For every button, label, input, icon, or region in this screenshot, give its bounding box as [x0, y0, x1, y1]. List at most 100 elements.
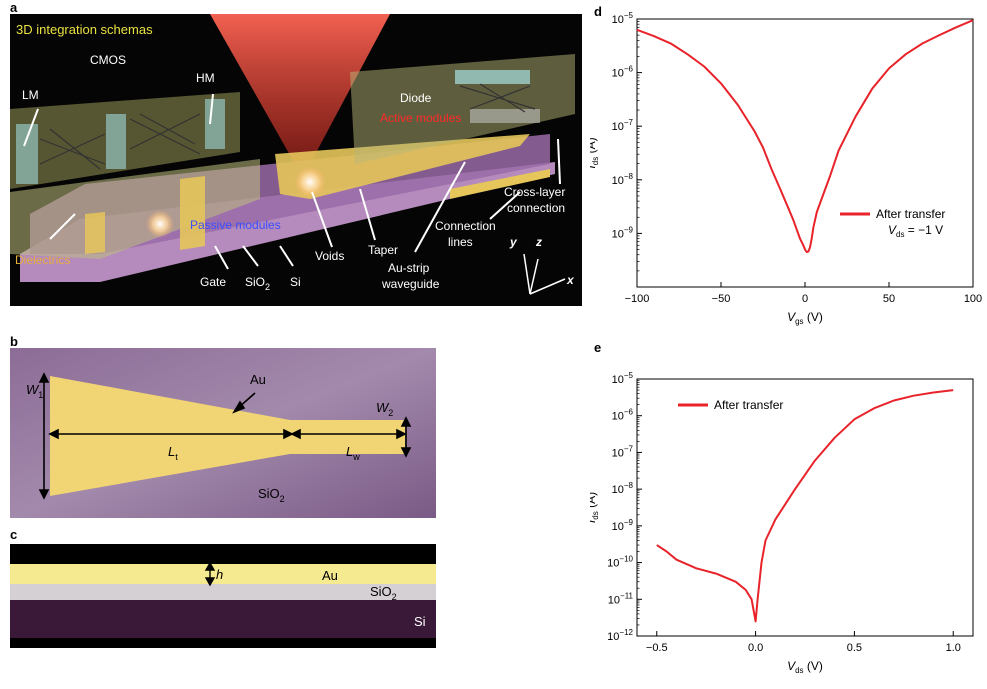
y-tick-label: 10−11 — [608, 591, 634, 606]
y-tick-exponent: −5 — [624, 11, 634, 20]
label-lw: Lw — [346, 444, 360, 462]
panel-a-title: 3D integration schemas — [16, 22, 153, 37]
glow-spot-2 — [294, 166, 326, 198]
chart-e: −0.5 0.0 0.5 1.010−1210−1110−1010−910−810−7… — [590, 371, 974, 675]
label-au: Au — [250, 372, 266, 387]
x-tick-label: 100 — [964, 293, 982, 305]
y-axis-label: Ids (A) — [590, 492, 600, 523]
label-sio2: SiO2 — [245, 275, 270, 292]
legend-label: After transfer — [876, 207, 945, 221]
y-tick-exponent: −7 — [624, 444, 634, 453]
connection-line — [450, 169, 550, 199]
y-tick-base: 10 — [608, 594, 620, 606]
diode-bottom — [470, 109, 540, 123]
y-tick-base: 10 — [612, 228, 624, 240]
x-tick-label: 0.0 — [748, 642, 763, 654]
y-tick-base: 10 — [612, 175, 624, 187]
y-tick-exponent: −6 — [624, 65, 634, 74]
x-axis-label: Vds (V) — [787, 659, 823, 675]
diode-top — [455, 70, 530, 84]
y-tick-base: 10 — [607, 558, 619, 570]
cmos-module — [106, 114, 126, 169]
x-tick-label: −50 — [712, 293, 731, 305]
panel-b-illustration: Au W1 W2 Lt Lw SiO2 — [10, 348, 436, 518]
legend-label: After transfer — [714, 398, 783, 412]
cmos-wires — [39, 113, 201, 170]
y-tick-label: 10−6 — [612, 408, 634, 423]
y-tick-exponent: −8 — [624, 481, 634, 490]
au-layer — [10, 564, 436, 584]
si-layer — [10, 600, 436, 638]
y-tick-label: 10−5 — [612, 371, 634, 386]
label-voids: Voids — [315, 249, 344, 263]
label-cmos: CMOS — [90, 53, 126, 67]
diode-wires — [459, 83, 536, 113]
lm-arrow — [23, 108, 39, 147]
y-tick-label: 10−8 — [612, 481, 634, 496]
label-w1: W1 — [26, 382, 43, 400]
label-passive-modules: Passive modules — [190, 218, 281, 232]
label-waveguide: waveguide — [381, 277, 440, 291]
x-tick-label: −100 — [625, 293, 650, 305]
label-dielectrics: Dielectrics — [15, 253, 70, 267]
y-tick-label: 10−10 — [607, 555, 633, 570]
x-tick-label: 50 — [883, 293, 895, 305]
y-tick-base: 10 — [612, 121, 624, 133]
label-taper: Taper — [368, 243, 398, 257]
label-axis-z: z — [535, 235, 542, 249]
y-tick-label: 10−5 — [612, 11, 634, 26]
label-connection: Connection — [435, 219, 496, 233]
label-axis-y: y — [509, 235, 518, 249]
y-tick-base: 10 — [607, 631, 619, 643]
y-tick-label: 10−9 — [612, 225, 634, 240]
label-sio2: SiO2 — [370, 584, 397, 602]
top-layer — [10, 544, 436, 564]
waveguide-arrow — [414, 161, 466, 253]
gold-waveguide — [275, 134, 530, 199]
panel-a-illustration: 3D integration schemas LM CMOS HM Diode … — [10, 14, 582, 306]
y-tick-base: 10 — [612, 411, 624, 423]
si-arrow — [279, 245, 294, 267]
hm-module — [205, 99, 225, 149]
label-diode: Diode — [400, 91, 432, 105]
panel-letter-e: e — [594, 340, 602, 355]
y-tick-base: 10 — [612, 374, 624, 386]
y-tick-label: 10−7 — [612, 118, 634, 133]
y-tick-exponent: −9 — [624, 225, 634, 234]
dielectrics-arrow — [49, 213, 76, 240]
y-axis-label: Ids (A) — [590, 137, 600, 168]
plot-frame — [636, 378, 974, 637]
x-tick-label: −0.5 — [646, 642, 668, 654]
light-beam — [210, 14, 390, 164]
y-tick-label: 10−8 — [612, 172, 634, 187]
label-cross-layer: Cross-layer — [504, 185, 565, 199]
y-tick-label: 10−12 — [607, 628, 633, 643]
y-tick-base: 10 — [612, 521, 624, 533]
y-tick-exponent: −10 — [619, 555, 633, 564]
bottom-layer — [10, 638, 436, 648]
label-si: Si — [290, 275, 301, 289]
y-tick-base: 10 — [612, 484, 624, 496]
label-au: Au — [322, 568, 338, 583]
label-lines: lines — [448, 235, 473, 249]
label-h: h — [216, 567, 223, 582]
y-tick-exponent: −8 — [624, 172, 634, 181]
legend-condition: Vds = −1 V — [888, 223, 943, 239]
xyz-axes — [523, 253, 566, 295]
hm-arrow — [209, 93, 214, 125]
panel-letter-d: d — [594, 4, 602, 19]
y-tick-label: 10−9 — [612, 518, 634, 533]
x-axis-label: Vgs (V) — [787, 310, 823, 326]
series-line-after-transfer — [656, 389, 954, 623]
voids-arrow — [311, 191, 333, 248]
crosslayer-arrow — [557, 138, 561, 185]
gate-arrow — [214, 245, 229, 270]
y-tick-label: 10−7 — [612, 444, 634, 459]
si-substrate — [20, 162, 555, 282]
plot-frame — [636, 18, 974, 288]
y-tick-label: 10−6 — [612, 65, 634, 80]
taper-arrow — [359, 188, 376, 241]
label-w2: W2 — [376, 400, 393, 418]
label-active-modules: Active modules — [380, 111, 461, 125]
